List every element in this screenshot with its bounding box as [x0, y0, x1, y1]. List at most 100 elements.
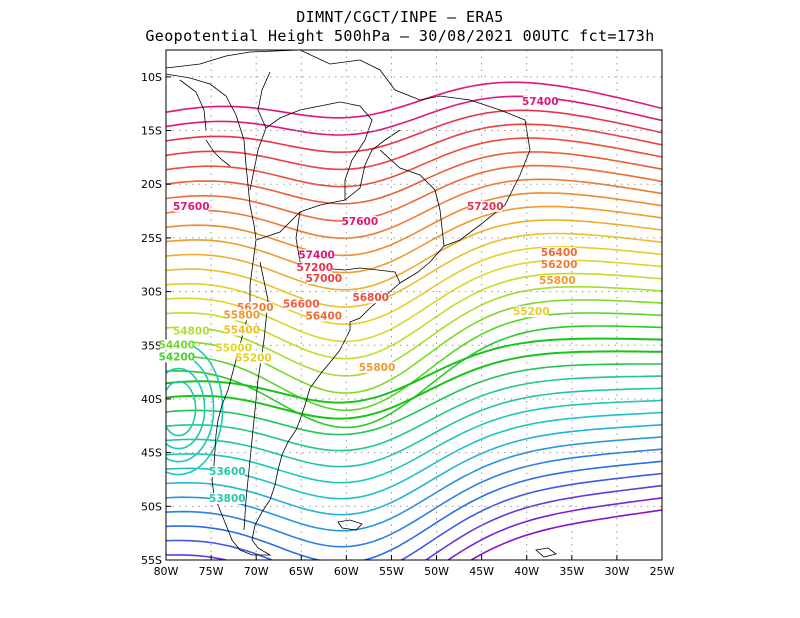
- contour-label-bg: [523, 95, 558, 107]
- x-tick-label: 80W: [154, 565, 179, 578]
- y-tick-label: 25S: [141, 232, 162, 245]
- contour-label: 56800: [352, 292, 389, 304]
- contour-label: 55400: [223, 324, 260, 336]
- x-tick-label: 70W: [244, 565, 269, 578]
- contour-line: [166, 484, 662, 560]
- contour-line: [446, 497, 662, 560]
- x-tick-label: 30W: [604, 565, 629, 578]
- contour-label-bg: [284, 298, 319, 310]
- contour-line: [166, 178, 662, 240]
- contour-line: [166, 375, 662, 452]
- contour-line: [166, 192, 662, 257]
- contour-label-bg: [210, 493, 245, 505]
- contour-label: 55800: [223, 309, 260, 321]
- contour-line: [166, 436, 662, 532]
- contour-line: [166, 460, 662, 560]
- contour-label: 55800: [359, 362, 396, 374]
- map-title-line-2: Geopotential Height 500hPa – 30/08/2021 …: [145, 27, 655, 45]
- contour-line: [166, 137, 662, 188]
- contour-label: 56400: [306, 310, 343, 322]
- contour-line: [166, 363, 662, 436]
- x-tick-label: 35W: [559, 565, 584, 578]
- contour-line: [469, 509, 662, 560]
- contour-label-bg: [306, 310, 341, 322]
- x-tick-label: 60W: [334, 565, 359, 578]
- contour-labels: 5740057600576005720057400572005700056800…: [159, 95, 578, 505]
- contour-line: [166, 387, 662, 468]
- contour-line: [166, 95, 662, 136]
- contour-label: 57200: [297, 262, 334, 274]
- contour-label: 55200: [235, 352, 272, 364]
- contour-line: [166, 350, 662, 420]
- contour-label-bg: [468, 200, 503, 212]
- contour-label: 53600: [209, 466, 246, 478]
- x-tick-label: 75W: [199, 565, 224, 578]
- contour-label-bg: [236, 352, 271, 364]
- x-tick-label: 40W: [514, 565, 539, 578]
- contour-line: [166, 123, 662, 171]
- contour-label: 57600: [173, 201, 210, 213]
- y-tick-label: 35S: [141, 339, 162, 352]
- y-tick-label: 50S: [141, 500, 162, 513]
- contour-label: 56200: [541, 259, 578, 271]
- y-tick-label: 30S: [141, 286, 162, 299]
- y-tick-label: 10S: [141, 71, 162, 84]
- contour-label: 57400: [522, 96, 559, 108]
- contour-label-bg: [342, 216, 377, 228]
- contour-line: [166, 286, 662, 377]
- contour-label-bg: [174, 325, 209, 337]
- contour-label-bg: [542, 258, 577, 270]
- contour-label-bg: [297, 262, 332, 274]
- contour-line: [166, 337, 662, 404]
- contour-label-bg: [159, 351, 194, 363]
- contour-label-bg: [224, 309, 259, 321]
- y-tick-label: 40S: [141, 393, 162, 406]
- contour-line: [166, 205, 662, 274]
- contour-label-bg: [224, 324, 259, 336]
- y-tick-label: 45S: [141, 447, 162, 460]
- contour-line: [166, 312, 662, 411]
- low-center-contour: [166, 367, 206, 450]
- contour-line: [166, 399, 662, 484]
- contour-line: [166, 325, 662, 429]
- contour-label-bg: [306, 272, 341, 284]
- contour-label: 57200: [467, 201, 504, 213]
- map-frame: [165, 49, 663, 561]
- contour-line: [166, 424, 662, 516]
- y-tick-label: 15S: [141, 125, 162, 138]
- y-tick-label: 20S: [141, 178, 162, 191]
- contour-label-bg: [542, 247, 577, 259]
- map-title-line-1: DIMNT/CGCT/INPE – ERA5: [296, 8, 504, 26]
- contour-label-bg: [360, 362, 395, 374]
- contour-line: [166, 81, 662, 119]
- contour-line: [166, 246, 662, 326]
- contour-label-bg: [174, 200, 209, 212]
- contour-label: 55800: [539, 275, 576, 287]
- x-tick-label: 55W: [379, 565, 404, 578]
- contour-label: 57600: [342, 216, 379, 228]
- contour-label-bg: [353, 292, 388, 304]
- contour-label: 56600: [283, 299, 320, 311]
- x-tick-label: 50W: [424, 565, 449, 578]
- contour-label-bg: [299, 249, 334, 261]
- x-tick-label: 45W: [469, 565, 494, 578]
- contour-line: [166, 109, 662, 154]
- contour-label: 53800: [209, 493, 246, 505]
- contour-label: 55000: [215, 343, 252, 355]
- y-tick-label: 55S: [141, 554, 162, 567]
- contour-label: 54400: [159, 339, 196, 351]
- contour-label-bg: [540, 275, 575, 287]
- contour-label: 57000: [306, 273, 343, 285]
- contour-label-bg: [159, 339, 194, 351]
- contour-label: 55200: [513, 306, 550, 318]
- contour-label-bg: [216, 342, 251, 354]
- contour-label-bg: [514, 306, 549, 318]
- x-tick-label: 25W: [650, 565, 675, 578]
- contour-label: 56400: [541, 247, 578, 259]
- contour-label: 57400: [298, 249, 335, 261]
- contour-line: [166, 219, 662, 291]
- contour-line: [166, 232, 662, 308]
- contour-label: 54200: [159, 351, 196, 363]
